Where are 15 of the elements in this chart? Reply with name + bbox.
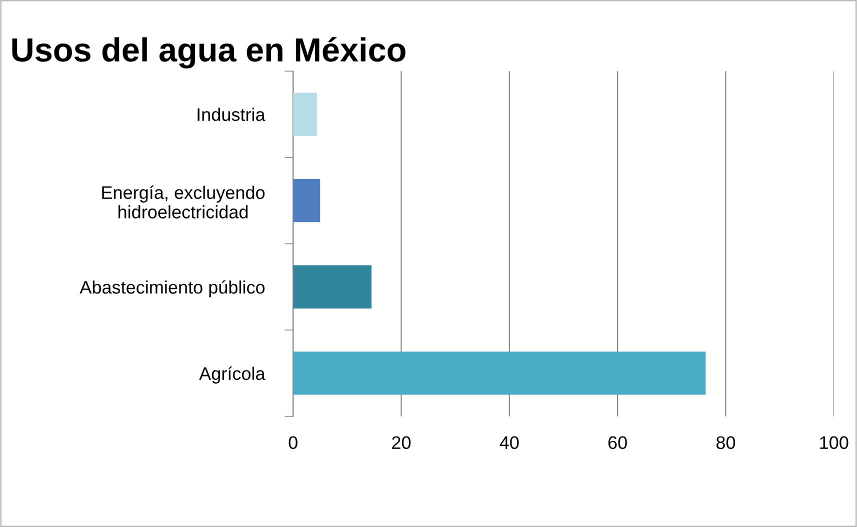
x-tick-label: 20 <box>392 436 411 450</box>
x-tick-label: 60 <box>608 436 627 450</box>
y-tick-label: Abastecimiento público <box>80 280 265 298</box>
x-tick-label: 0 <box>288 436 298 450</box>
x-tick-label: 100 <box>820 436 848 450</box>
bar <box>293 179 320 222</box>
y-tick-label: Agrícola <box>199 366 266 384</box>
x-tick-label: 80 <box>716 436 736 450</box>
bar <box>293 92 317 136</box>
chart-title: Usos del agua en México <box>12 36 406 68</box>
x-tick-label: 40 <box>500 436 519 450</box>
y-tick-label: Energía, excluyendo hidroelectricidad <box>102 186 265 218</box>
y-tick-label: Industria <box>198 108 266 122</box>
bar <box>293 352 706 395</box>
bar <box>293 265 372 308</box>
